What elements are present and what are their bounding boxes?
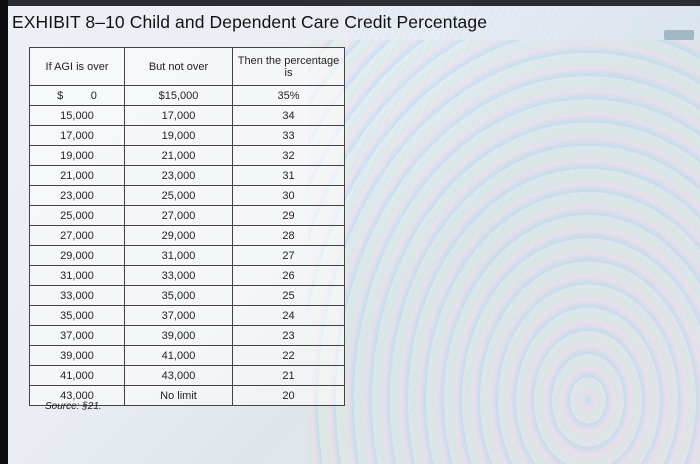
- cell-not-over: 27,000: [124, 205, 233, 226]
- table-row: 39,000 41,000 22: [29, 345, 345, 366]
- cell-not-over: 23,000: [124, 165, 233, 186]
- cell-percentage: 21: [232, 365, 345, 386]
- cell-percentage: 33: [232, 125, 345, 146]
- cell-percentage: 29: [232, 205, 345, 226]
- cell-agi-over: 25,000: [29, 205, 125, 226]
- cell-percentage: 28: [232, 225, 345, 246]
- cell-not-over: 17,000: [124, 105, 233, 126]
- cell-agi-over: 37,000: [29, 325, 125, 346]
- cell-percentage: 31: [232, 165, 345, 186]
- table-row: 31,000 33,000 26: [29, 265, 345, 286]
- cell-agi-over: 29,000: [29, 245, 125, 266]
- table-row: 35,000 37,000 24: [29, 305, 345, 326]
- cell-not-over: $15,000: [124, 85, 233, 106]
- table-row: 23,000 25,000 30: [29, 185, 345, 206]
- table-row: 41,000 43,000 21: [29, 365, 345, 386]
- table-row: 43,000 No limit 20: [29, 385, 345, 406]
- cell-agi-over: 31,000: [29, 265, 125, 286]
- source-note: Source: §21.: [45, 401, 102, 412]
- cell-percentage: 35%: [232, 85, 345, 106]
- table-body: $ 0 $15,000 35% 15,000 17,000 34 17,000 19,000 3…: [29, 85, 345, 406]
- monitor-screen: EXHIBIT 8–10 Child and Dependent Care Cr…: [8, 0, 700, 464]
- cell-not-over: 33,000: [124, 265, 233, 286]
- cell-agi-over: $ 0: [29, 85, 125, 106]
- cell-agi-over: 41,000: [29, 365, 125, 386]
- cell-percentage: 24: [232, 305, 345, 326]
- cell-percentage: 22: [232, 345, 345, 366]
- cell-agi-over: 23,000: [29, 185, 125, 206]
- table-row: 17,000 19,000 33: [29, 125, 345, 146]
- cell-not-over: 31,000: [124, 245, 233, 266]
- cell-agi-over: 43,000: [29, 385, 125, 406]
- cell-not-over: 43,000: [124, 365, 233, 386]
- cell-not-over: 41,000: [124, 345, 233, 366]
- cell-not-over: 37,000: [124, 305, 233, 326]
- cell-agi-over: 15,000: [29, 105, 125, 126]
- moire-pattern: [308, 40, 700, 464]
- table-row: 29,000 31,000 27: [29, 245, 345, 266]
- cell-not-over: 19,000: [124, 125, 233, 146]
- table-row: 37,000 39,000 23: [29, 325, 345, 346]
- cell-percentage: 30: [232, 185, 345, 206]
- cell-percentage: 26: [232, 265, 345, 286]
- table-row: 21,000 23,000 31: [29, 165, 345, 186]
- cell-agi-over: 33,000: [29, 285, 125, 306]
- cell-not-over: 29,000: [124, 225, 233, 246]
- cell-agi-over: 17,000: [29, 125, 125, 146]
- cell-percentage: 20: [232, 385, 345, 406]
- cell-not-over: No limit: [124, 385, 233, 406]
- cell-percentage: 23: [232, 325, 345, 346]
- cell-not-over: 39,000: [124, 325, 233, 346]
- table-header-row: If AGI is over But not over Then the per…: [29, 47, 345, 86]
- cell-agi-over: 39,000: [29, 345, 125, 366]
- moire-pattern-secondary: [348, 0, 700, 464]
- exhibit-title: EXHIBIT 8–10 Child and Dependent Care Cr…: [12, 12, 488, 32]
- cell-percentage: 27: [232, 245, 345, 266]
- table-row: 19,000 21,000 32: [29, 145, 345, 166]
- cell-agi-over: 21,000: [29, 165, 125, 186]
- cell-percentage: 32: [232, 145, 345, 166]
- corner-widget: [664, 30, 694, 40]
- column-header-percentage: Then the percentage is: [232, 47, 345, 86]
- cell-agi-over: 35,000: [29, 305, 125, 326]
- screen-top-bezel: [8, 0, 700, 6]
- cell-percentage: 34: [232, 105, 345, 126]
- cell-percentage: 25: [232, 285, 345, 306]
- cell-not-over: 25,000: [124, 185, 233, 206]
- table-row: 15,000 17,000 34: [29, 105, 345, 126]
- cell-agi-over: 19,000: [29, 145, 125, 166]
- credit-percentage-table: If AGI is over But not over Then the per…: [29, 47, 345, 406]
- table-row: 25,000 27,000 29: [29, 205, 345, 226]
- source-text: Source: §21.: [45, 401, 102, 412]
- table-row: 27,000 29,000 28: [29, 225, 345, 246]
- cell-not-over: 21,000: [124, 145, 233, 166]
- table-row: 33,000 35,000 25: [29, 285, 345, 306]
- column-header-not-over: But not over: [124, 47, 233, 86]
- cell-agi-over: 27,000: [29, 225, 125, 246]
- column-header-agi-over: If AGI is over: [29, 47, 125, 86]
- cell-not-over: 35,000: [124, 285, 233, 306]
- table-row: $ 0 $15,000 35%: [29, 85, 345, 106]
